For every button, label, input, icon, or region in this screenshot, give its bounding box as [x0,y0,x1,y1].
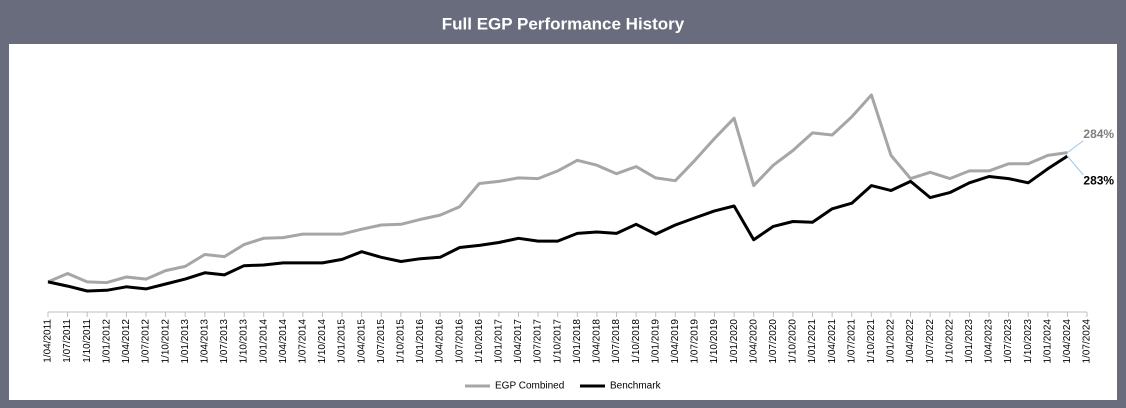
x-tick-label: 1/01/2021 [807,319,818,364]
series-line [47,93,1068,285]
series-line [47,154,1069,293]
x-tick-label: 1/07/2014 [297,319,308,364]
x-tick-label: 1/07/2020 [768,319,779,364]
x-tick-label: 1/04/2012 [121,319,132,364]
x-tick-label: 1/10/2017 [552,319,563,364]
x-tick-label: 1/10/2018 [631,319,642,364]
x-tick-label: 1/01/2015 [337,319,348,364]
x-tick-label: 1/04/2019 [670,319,681,364]
x-tick-label: 1/10/2020 [788,319,799,364]
x-tick-label: 1/01/2019 [650,319,661,364]
x-tick-label: 1/04/2017 [513,319,524,364]
x-tick-label: 1/04/2024 [1062,319,1073,364]
x-tick-label: 1/07/2012 [141,319,152,364]
x-tick-label: 1/10/2023 [1023,319,1034,364]
x-tick-label: 1/01/2018 [572,319,583,364]
annotation-leader [1067,140,1084,153]
x-tick-label: 1/01/2013 [180,319,191,364]
x-tick-label: 1/04/2023 [984,319,995,364]
x-tick-label: 1/10/2013 [239,319,250,364]
x-tick-label: 1/04/2011 [43,319,54,363]
legend-label: EGP Combined [495,381,564,392]
x-tick-label: 1/04/2016 [435,319,446,364]
x-tick-label: 1/01/2017 [494,319,505,364]
x-tick-label: 1/04/2021 [827,319,838,364]
x-tick-label: 1/04/2020 [748,319,759,364]
x-tick-label: 1/07/2017 [533,319,544,364]
x-tick-label: 1/04/2022 [905,319,916,364]
x-tick-label: 1/01/2022 [886,319,897,364]
x-tick-label: 1/07/2011 [62,319,73,363]
plot-panel [9,44,1117,400]
x-tick-label: 1/01/2014 [258,319,269,364]
chart-title: Full EGP Performance History [442,14,685,33]
annotation: 283% [1083,173,1114,187]
x-tick-label: 1/01/2020 [729,319,740,364]
x-tick-label: 1/07/2023 [1003,319,1014,364]
x-tick-label: 1/10/2022 [944,319,955,364]
legend-label: Benchmark [610,381,662,392]
x-tick-label: 1/01/2023 [964,319,975,364]
x-tick-label: 1/07/2022 [925,319,936,364]
x-tick-label: 1/10/2019 [709,319,720,364]
x-tick-label: 1/01/2024 [1042,319,1053,364]
x-tick-label: 1/07/2015 [376,319,387,364]
annotation: 284% [1083,127,1114,141]
x-tick-label: 1/10/2016 [474,319,485,364]
x-tick-label: 1/10/2021 [866,319,877,364]
x-tick-label: 1/04/2013 [199,319,210,364]
x-tick-label: 1/07/2021 [846,319,857,364]
x-tick-label: 1/10/2015 [396,319,407,364]
x-tick-label: 1/07/2024 [1082,319,1093,364]
x-tick-label: 1/01/2012 [101,319,112,364]
x-tick-label: 1/01/2016 [415,319,426,364]
x-tick-label: 1/07/2019 [690,319,701,364]
x-tick-label: 1/07/2013 [219,319,230,364]
x-tick-label: 1/10/2012 [160,319,171,364]
x-tick-label: 1/10/2011 [82,319,93,363]
x-tick-label: 1/04/2014 [278,319,289,364]
annotation-leader [1067,155,1084,176]
x-tick-label: 1/07/2016 [454,319,465,364]
x-tick-label: 1/04/2018 [592,319,603,364]
x-tick-label: 1/04/2015 [356,319,367,364]
x-tick-label: 1/10/2014 [317,319,328,364]
x-tick-label: 1/07/2018 [611,319,622,364]
